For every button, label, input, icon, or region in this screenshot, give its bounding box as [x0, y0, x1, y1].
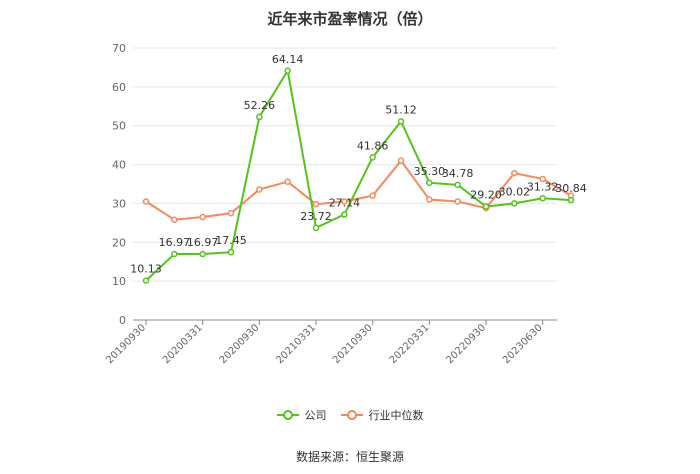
industry-point [227, 209, 235, 217]
label-layer: 10.1316.9716.9717.4552.2664.1423.7227.14… [130, 53, 587, 276]
y-tick-label: 50 [112, 120, 126, 133]
company-point [171, 250, 178, 258]
legend-item-industry[interactable]: 行业中位数 [340, 407, 424, 423]
x-tick-label: 20210331 [274, 322, 318, 366]
chart-title: 近年来市盈率情况（倍） [267, 10, 433, 28]
y-tick-label: 60 [112, 81, 126, 94]
industry-point [284, 178, 291, 185]
data-label: 51.12 [385, 103, 417, 116]
y-tick-label: 30 [112, 197, 126, 210]
data-label: 10.13 [130, 263, 162, 276]
x-tick-label: 20200331 [161, 322, 205, 366]
industry-point [256, 186, 263, 193]
company-point [199, 250, 206, 258]
legend-company-marker [276, 410, 299, 420]
industry-line [145, 159, 572, 221]
industry-point [171, 216, 178, 223]
x-tick-label: 20210930 [331, 322, 375, 366]
data-label: 52.26 [244, 99, 276, 112]
x-tick-label: 20190930 [104, 322, 148, 366]
data-label: 16.97 [187, 236, 219, 249]
data-label: 64.14 [272, 53, 304, 66]
company-point [482, 203, 490, 210]
legend-industry-marker [340, 410, 363, 420]
data-label: 35.30 [414, 165, 446, 178]
data-label: 29.20 [470, 189, 502, 202]
x-tick-label: 20220331 [388, 322, 432, 366]
data-label: 30.84 [555, 182, 587, 195]
company-point [227, 248, 235, 256]
legend: 公司 行业中位数 [0, 407, 700, 423]
company-point [369, 154, 376, 161]
data-label: 34.78 [442, 167, 474, 180]
y-tick-label: 10 [112, 275, 126, 288]
legend-item-company[interactable]: 公司 [276, 407, 327, 423]
y-tick-label: 0 [119, 314, 126, 327]
legend-company-label: 公司 [304, 409, 327, 422]
industry-point [369, 192, 376, 199]
company-point [454, 181, 461, 189]
industry-point [397, 157, 405, 164]
y-tick-label: 20 [112, 236, 126, 249]
y-tick-label: 70 [112, 42, 126, 55]
company-point [511, 200, 518, 207]
data-label: 16.97 [159, 236, 191, 249]
industry-point [142, 198, 150, 205]
company-line [145, 68, 572, 282]
grid-layer [133, 47, 557, 321]
source-note: 数据来源：恒生聚源 [295, 450, 404, 464]
industry-point [511, 169, 518, 177]
company-point [284, 67, 291, 75]
company-point [426, 179, 433, 187]
industry-point [539, 175, 546, 183]
company-point [312, 224, 320, 232]
data-label: 23.72 [300, 210, 332, 223]
company-point [397, 118, 405, 125]
company-point [539, 195, 546, 202]
x-tick-label: 20220930 [444, 322, 488, 366]
industry-point [341, 198, 348, 205]
data-label: 17.45 [215, 234, 247, 247]
company-point [567, 196, 575, 204]
company-point [341, 211, 348, 218]
data-label: 30.02 [499, 185, 531, 198]
company-point [142, 277, 150, 284]
series-layer [142, 67, 575, 284]
legend-industry-label: 行业中位数 [368, 409, 424, 422]
industry-point [199, 213, 206, 221]
industry-point [312, 200, 320, 208]
x-tick-label: 20230630 [501, 322, 545, 366]
y-tick-label: 40 [112, 159, 126, 172]
x-tick-label: 20200930 [218, 322, 262, 366]
industry-point [454, 198, 461, 205]
data-label: 31.32 [527, 180, 559, 193]
company-point [256, 113, 263, 121]
data-label: 41.86 [357, 139, 389, 152]
industry-point [426, 196, 433, 203]
data-label: 27.14 [329, 197, 361, 210]
